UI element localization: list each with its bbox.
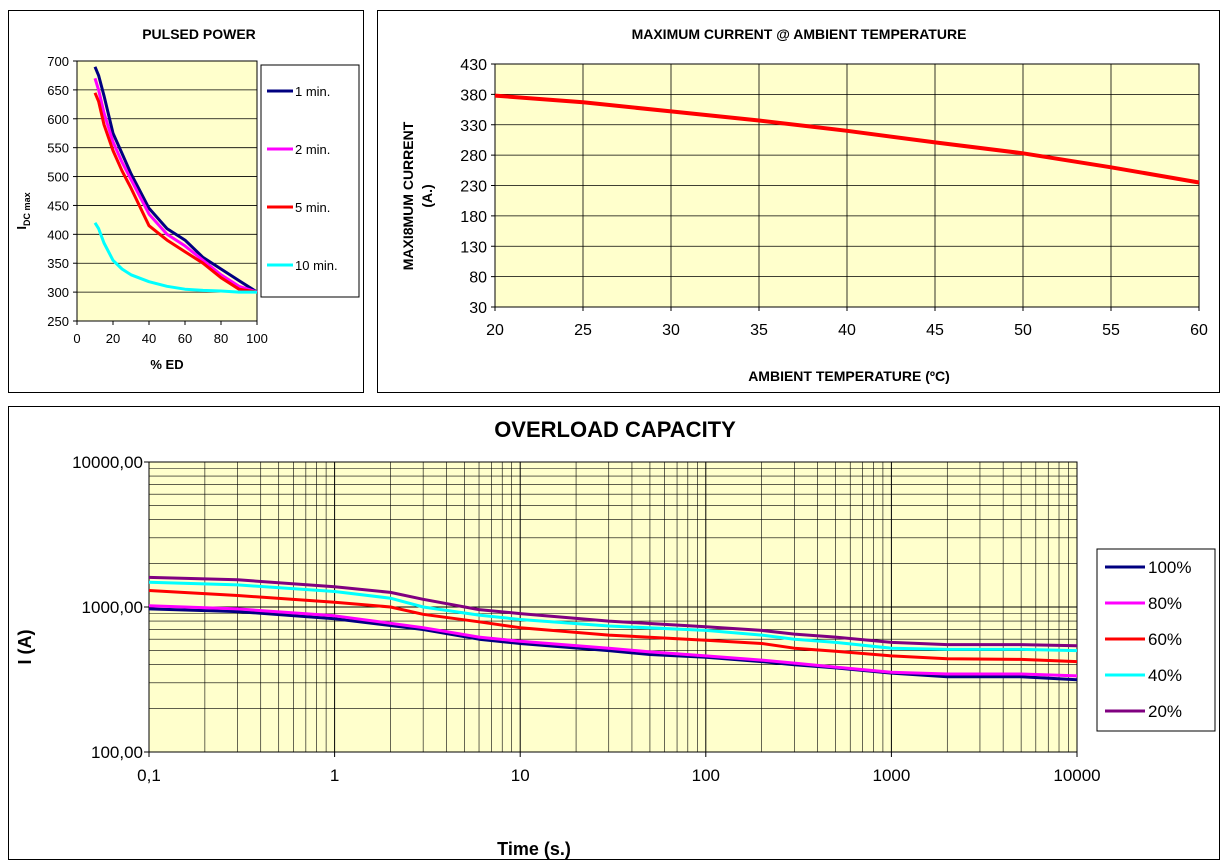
y-tick-label: 650: [47, 83, 69, 98]
y-tick-label: 180: [460, 209, 487, 226]
x-tick-label: 50: [1014, 322, 1032, 339]
x-tick-label: 55: [1102, 322, 1120, 339]
legend-label: 60%: [1148, 630, 1182, 649]
x-tick-label: 35: [750, 322, 768, 339]
x-tick-label: 1: [330, 766, 339, 785]
legend-label: 100%: [1148, 558, 1191, 577]
y-tick-label: 250: [47, 314, 69, 329]
y-axis-label-line2: (A.): [419, 184, 435, 207]
y-tick-label: 300: [47, 285, 69, 300]
x-tick-label: 25: [574, 322, 592, 339]
y-tick-label: 280: [460, 148, 487, 165]
series-line: [93, 77, 258, 294]
series-line: [148, 580, 1078, 653]
y-tick-label: 350: [47, 256, 69, 271]
legend-label: 80%: [1148, 594, 1182, 613]
chart-title: OVERLOAD CAPACITY: [494, 417, 736, 442]
legend: 100% 80% 60% 40% 20%: [1096, 548, 1216, 732]
x-tick-label: 20: [486, 322, 504, 339]
max-current-panel: MAXIMUM CURRENT @ AMBIENT TEMPERATURE 30…: [377, 10, 1220, 393]
y-tick-label: 230: [460, 179, 487, 196]
x-axis-label: AMBIENT TEMPERATURE (ºC): [748, 368, 950, 384]
y-tick-label: 550: [47, 141, 69, 156]
y-tick-label: 10000,00: [72, 453, 143, 472]
y-tick-label: 330: [460, 118, 487, 135]
y-tick-label: 380: [460, 87, 487, 104]
legend-label: 40%: [1148, 666, 1182, 685]
x-tick-label: 100: [692, 766, 720, 785]
legend-box: [260, 64, 360, 298]
series-line: [93, 66, 258, 294]
y-axis-label-line1: MAXI8MUM CURRENT: [400, 121, 416, 270]
svg-text:IDC max: IDC max: [14, 192, 32, 229]
y-tick-label: 600: [47, 112, 69, 127]
x-tick-label: 10000: [1053, 766, 1100, 785]
x-tick-label: 10: [511, 766, 530, 785]
legend: 1 min. 2 min. 5 min. 10 min.: [260, 64, 360, 298]
x-axis-label: % ED: [150, 357, 183, 372]
x-axis-label: Time (s.): [497, 839, 571, 859]
x-tick-label: 100: [246, 331, 268, 346]
chart-title: PULSED POWER: [142, 26, 256, 42]
legend-label: 5 min.: [295, 200, 330, 215]
series-line: [93, 222, 257, 294]
y-tick-label: 1000,00: [82, 598, 143, 617]
x-tick-label: 20: [106, 331, 120, 346]
series-line: [148, 607, 1078, 682]
legend-label: 10 min.: [295, 258, 338, 273]
x-tick-label: 60: [178, 331, 192, 346]
y-tick-label: 130: [460, 239, 487, 256]
chart-title: MAXIMUM CURRENT @ AMBIENT TEMPERATURE: [632, 26, 967, 42]
x-tick-label: 45: [926, 322, 944, 339]
overload-capacity-chart: OVERLOAD CAPACITY 0,1 1 10 100 1000 10000 100,…: [15, 417, 1216, 859]
y-axis-label: IDC max: [14, 192, 32, 229]
legend-label: 1 min.: [295, 84, 330, 99]
max-current-chart: MAXIMUM CURRENT @ AMBIENT TEMPERATURE 30…: [400, 26, 1208, 384]
x-tick-label: 40: [838, 322, 856, 339]
series-line: [93, 92, 258, 294]
x-tick-label: 0: [73, 331, 80, 346]
x-tick-label: 60: [1190, 322, 1208, 339]
y-tick-label: 400: [47, 227, 69, 242]
series-line: [148, 589, 1078, 664]
y-axis-label: I (A): [15, 630, 35, 665]
x-tick-label: 1000: [872, 766, 910, 785]
x-tick-label: 0,1: [137, 766, 161, 785]
y-tick-label: 80: [469, 270, 487, 287]
series-line: [148, 575, 1078, 648]
y-tick-label: 430: [460, 57, 487, 74]
x-tick-label: 80: [214, 331, 228, 346]
y-tick-label: 450: [47, 198, 69, 213]
legend-label: 20%: [1148, 702, 1182, 721]
y-tick-label: 500: [47, 170, 69, 185]
overload-capacity-panel: OVERLOAD CAPACITY 0,1 1 10 100 1000 10000 100,…: [8, 406, 1220, 860]
series-line: [494, 93, 1200, 185]
x-tick-label: 40: [142, 331, 156, 346]
legend-label: 2 min.: [295, 142, 330, 157]
y-tick-label: 30: [469, 300, 487, 317]
x-tick-label: 30: [662, 322, 680, 339]
y-tick-label: 700: [47, 54, 69, 69]
y-tick-label: 100,00: [91, 743, 143, 762]
pulsed-power-chart: PULSED POWER 250300350400450500550600650…: [14, 26, 360, 372]
series-line: [148, 604, 1078, 678]
pulsed-power-panel: PULSED POWER 250 300 350 400 450 500 550 600 650…: [8, 10, 364, 393]
